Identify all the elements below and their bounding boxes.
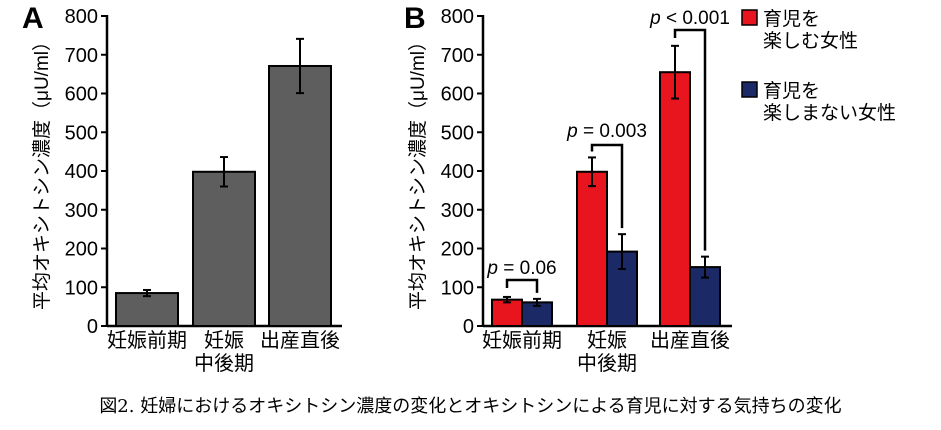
panel-a-y-tick-label: 100	[65, 277, 98, 299]
panel-b-y-tick-label: 800	[441, 6, 474, 28]
panel-b-y-tick-label: 200	[441, 239, 474, 261]
panel-b-y-tick-label: 500	[441, 122, 474, 144]
panel-b-y-tick-label: 300	[441, 200, 474, 222]
legend-label: 楽しまない女性	[763, 102, 896, 124]
panel-b-y-axis-label: 平均オキシトシン濃度（μU/ml）	[407, 32, 429, 310]
panel-a: 0 100 200 300 400 500 600 700 800 平均オキシトシン濃度（μU/m…	[22, 2, 342, 375]
legend-swatch-series-2	[741, 81, 758, 98]
legend-label: 育児を	[763, 8, 820, 30]
p-symbol: p	[566, 121, 578, 142]
panel-b-significance-bracket	[505, 278, 539, 293]
panel-b-y-tick-label: 700	[441, 45, 474, 67]
panel-a-y-tick-label: 500	[65, 122, 98, 144]
panel-a-y-tick-label: 0	[87, 316, 98, 338]
panel-a-bar	[192, 170, 256, 327]
panel-b: 0 100 200 300 400 500 600 700 800 平均オキシトシン濃度（μU/m…	[404, 2, 732, 375]
legend-label: 楽しむ女性	[763, 30, 858, 52]
p-value: < 0.001	[661, 8, 730, 29]
panel-b-x-tick-label: 中後期	[577, 352, 637, 375]
panel-a-x-tick-label: 中後期	[194, 352, 254, 375]
panel-b-bar-series-1	[491, 298, 523, 327]
panel-b-p-value-label: p < 0.001	[649, 8, 730, 29]
panel-b-x-tick-label: 出産直後	[650, 329, 730, 352]
panel-a-bar	[268, 64, 332, 328]
panel-a-panel-label: A	[22, 2, 44, 35]
panel-a-y-tick-label: 200	[65, 239, 98, 261]
panel-b-bar-series-1	[576, 170, 608, 327]
panel-b-p-value-label: p = 0.003	[566, 121, 647, 142]
panel-a-bar	[115, 292, 179, 327]
p-symbol: p	[649, 8, 661, 29]
panel-a-y-axis-label: 平均オキシトシン濃度（μU/ml）	[31, 32, 53, 310]
p-value: = 0.003	[578, 121, 647, 142]
figure: 0 100 200 300 400 500 600 700 800 平均オキシトシン濃度（μU/m…	[22, 2, 896, 375]
panel-a-y-tick-label: 800	[65, 6, 98, 28]
panel-b-significance-bracket	[590, 143, 624, 229]
figure-caption: 図2. 妊婦におけるオキシトシン濃度の変化とオキシトシンによる育児に対する気持ち…	[99, 396, 842, 417]
panel-b-y-tick-label: 100	[441, 277, 474, 299]
panel-b-x-tick-label: 妊娠	[587, 329, 627, 352]
panel-b-panel-label: B	[404, 2, 426, 35]
legend-swatch-series-1	[741, 9, 758, 26]
legend-label: 育児を	[763, 80, 820, 102]
panel-b-y-tick-label: 400	[441, 161, 474, 183]
panel-a-x-tick-label: 妊娠	[204, 329, 244, 352]
panel-b-y-tick-label: 600	[441, 84, 474, 106]
panel-a-y-tick-label: 600	[65, 84, 98, 106]
panel-b-bar-series-1	[659, 71, 691, 327]
panel-b-y-tick-label: 0	[463, 316, 474, 338]
panel-a-y-tick-label: 700	[65, 45, 98, 67]
panel-b-p-value-label: p = 0.06	[486, 258, 556, 279]
panel-a-y-tick-label: 400	[65, 161, 98, 183]
panel-a-x-tick-label: 妊娠前期	[107, 329, 187, 352]
panel-b-x-tick-label: 妊娠前期	[482, 329, 562, 352]
panel-a-x-tick-label: 出産直後	[260, 329, 340, 352]
panel-a-y-tick-label: 300	[65, 200, 98, 222]
p-symbol: p	[486, 258, 498, 279]
p-value: = 0.06	[498, 258, 557, 279]
panel-b-significance-bracket	[673, 28, 707, 251]
